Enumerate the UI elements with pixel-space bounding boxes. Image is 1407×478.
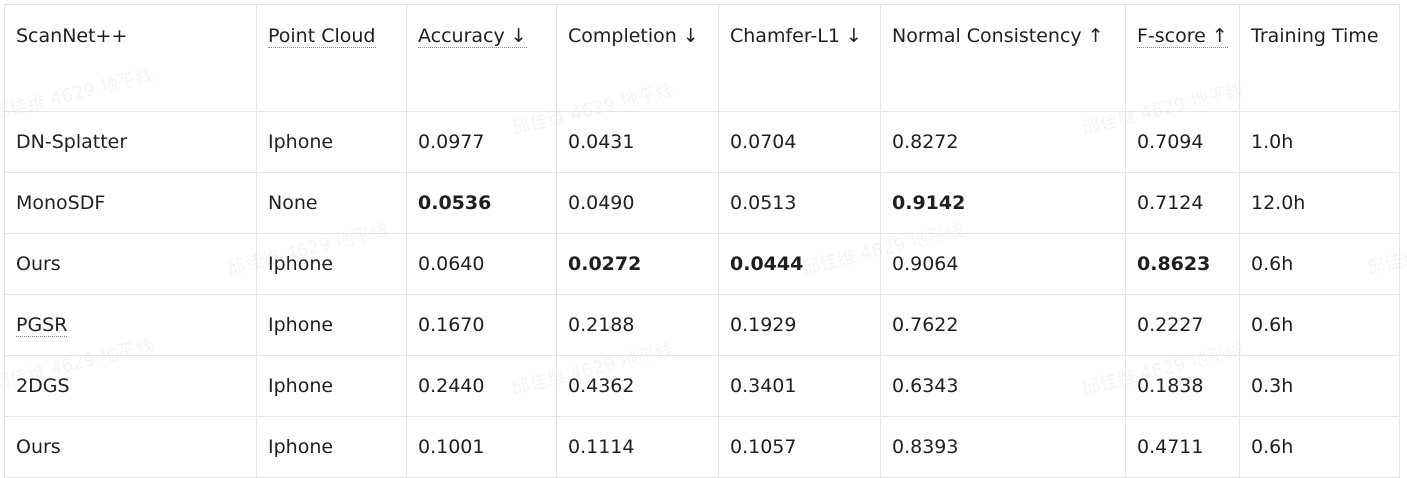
cell-fscore: 0.8623 xyxy=(1125,233,1240,295)
cell-fscore: 0.4711 xyxy=(1125,416,1240,478)
cell-training-time: 0.3h xyxy=(1239,355,1400,417)
header-label: Normal Consistency ↑ xyxy=(892,25,1104,47)
table-row: 2DGS Iphone 0.2440 0.4362 0.3401 0.6343 … xyxy=(4,355,1400,417)
cell-accuracy: 0.2440 xyxy=(406,355,557,417)
cell-training-time: 1.0h xyxy=(1239,111,1400,173)
cell-accuracy: 0.0640 xyxy=(406,233,557,295)
cell-point-cloud: None xyxy=(256,172,407,234)
cell-normal-consistency: 0.9064 xyxy=(880,233,1126,295)
cell-training-time: 0.6h xyxy=(1239,416,1400,478)
cell-method: Ours xyxy=(4,233,257,295)
cell-method: Ours xyxy=(4,416,257,478)
cell-chamfer: 0.0513 xyxy=(718,172,881,234)
method-label: PGSR xyxy=(16,314,68,337)
header-label: Completion ↓ xyxy=(568,25,699,47)
cell-chamfer: 0.1929 xyxy=(718,294,881,356)
header-label: Accuracy ↓ xyxy=(418,25,527,48)
header-label: ScanNet++ xyxy=(16,25,128,47)
cell-point-cloud: Iphone xyxy=(256,355,407,417)
cell-fscore: 0.1838 xyxy=(1125,355,1240,417)
table-row: PGSR Iphone 0.1670 0.2188 0.1929 0.7622 … xyxy=(4,294,1400,356)
cell-point-cloud: Iphone xyxy=(256,233,407,295)
cell-chamfer: 0.1057 xyxy=(718,416,881,478)
cell-point-cloud: Iphone xyxy=(256,416,407,478)
cell-chamfer: 0.0444 xyxy=(718,233,881,295)
header-label: Chamfer-L1 ↓ xyxy=(730,25,862,47)
cell-accuracy: 0.1001 xyxy=(406,416,557,478)
header-fscore: F-score ↑ xyxy=(1125,4,1240,112)
table-row: Ours Iphone 0.1001 0.1114 0.1057 0.8393 … xyxy=(4,416,1400,478)
cell-accuracy: 0.0977 xyxy=(406,111,557,173)
results-table: ScanNet++ Point Cloud Accuracy ↓ Complet… xyxy=(4,4,1400,478)
cell-fscore: 0.7094 xyxy=(1125,111,1240,173)
cell-completion: 0.0490 xyxy=(556,172,719,234)
header-completion: Completion ↓ xyxy=(556,4,719,112)
cell-normal-consistency: 0.6343 xyxy=(880,355,1126,417)
cell-point-cloud: Iphone xyxy=(256,294,407,356)
header-row: ScanNet++ Point Cloud Accuracy ↓ Complet… xyxy=(4,4,1400,112)
cell-accuracy: 0.1670 xyxy=(406,294,557,356)
cell-completion: 0.2188 xyxy=(556,294,719,356)
cell-fscore: 0.2227 xyxy=(1125,294,1240,356)
cell-chamfer: 0.3401 xyxy=(718,355,881,417)
header-normal-consistency: Normal Consistency ↑ xyxy=(880,4,1126,112)
cell-chamfer: 0.0704 xyxy=(718,111,881,173)
header-training-time: Training Time xyxy=(1239,4,1400,112)
cell-method: MonoSDF xyxy=(4,172,257,234)
header-label: F-score ↑ xyxy=(1137,25,1228,48)
table-row: Ours Iphone 0.0640 0.0272 0.0444 0.9064 … xyxy=(4,233,1400,295)
cell-training-time: 0.6h xyxy=(1239,233,1400,295)
cell-normal-consistency: 0.8393 xyxy=(880,416,1126,478)
cell-completion: 0.1114 xyxy=(556,416,719,478)
table-row: DN-Splatter Iphone 0.0977 0.0431 0.0704 … xyxy=(4,111,1400,173)
header-point-cloud: Point Cloud xyxy=(256,4,407,112)
cell-method: 2DGS xyxy=(4,355,257,417)
cell-fscore: 0.7124 xyxy=(1125,172,1240,234)
cell-normal-consistency: 0.7622 xyxy=(880,294,1126,356)
cell-normal-consistency: 0.9142 xyxy=(880,172,1126,234)
header-label: Training Time xyxy=(1251,25,1379,47)
cell-method: DN-Splatter xyxy=(4,111,257,173)
cell-normal-consistency: 0.8272 xyxy=(880,111,1126,173)
cell-completion: 0.4362 xyxy=(556,355,719,417)
header-chamfer: Chamfer-L1 ↓ xyxy=(718,4,881,112)
cell-point-cloud: Iphone xyxy=(256,111,407,173)
cell-completion: 0.0431 xyxy=(556,111,719,173)
cell-completion: 0.0272 xyxy=(556,233,719,295)
cell-training-time: 12.0h xyxy=(1239,172,1400,234)
header-accuracy: Accuracy ↓ xyxy=(406,4,557,112)
cell-method: PGSR xyxy=(4,294,257,356)
cell-accuracy: 0.0536 xyxy=(406,172,557,234)
header-label: Point Cloud xyxy=(268,25,376,48)
table-row: MonoSDF None 0.0536 0.0490 0.0513 0.9142… xyxy=(4,172,1400,234)
cell-training-time: 0.6h xyxy=(1239,294,1400,356)
header-dataset: ScanNet++ xyxy=(4,4,257,112)
